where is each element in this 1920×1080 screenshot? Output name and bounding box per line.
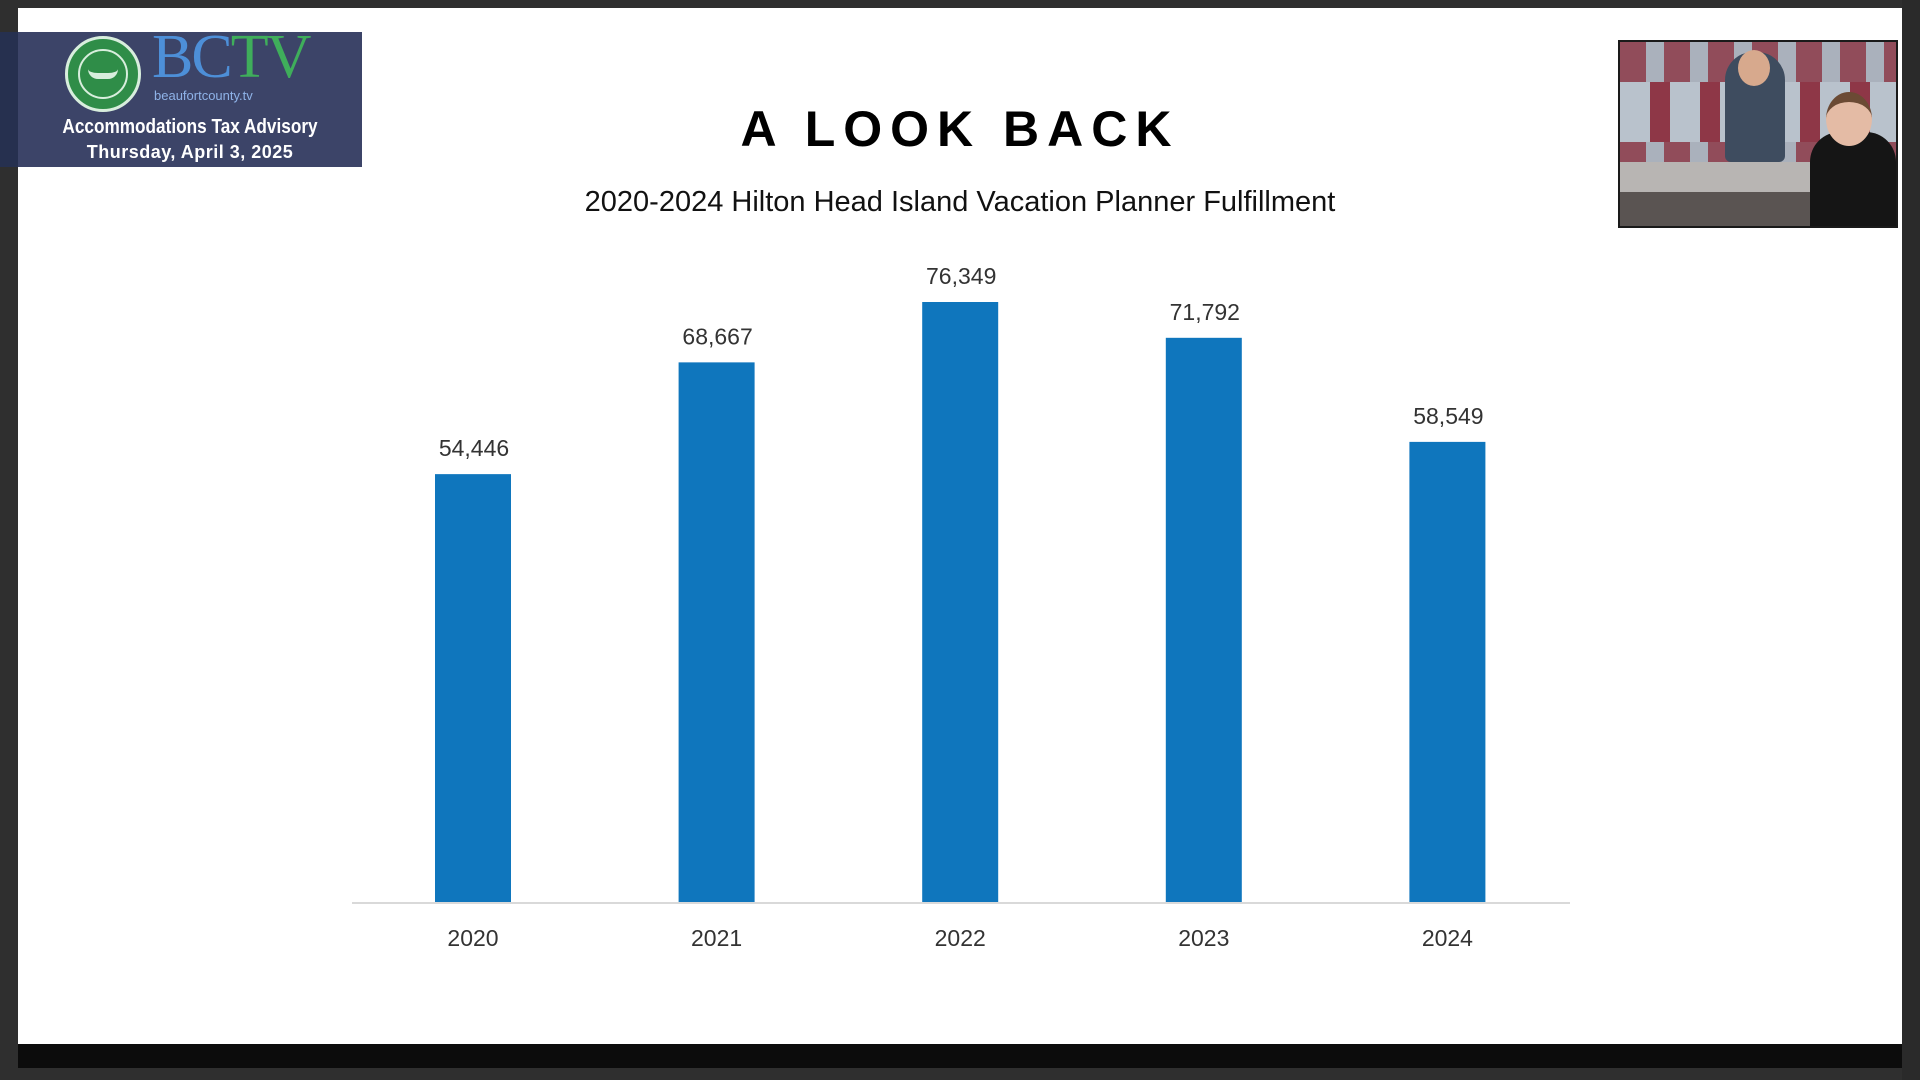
bottom-bar [18, 1044, 1902, 1068]
webcam-inset [1618, 40, 1898, 228]
broadcast-date: Thursday, April 3, 2025 [86, 142, 294, 162]
bar-2022 [922, 302, 999, 902]
chart-title: 2020-2024 Hilton Head Island Vacation Pl… [584, 186, 1336, 218]
broadcast-overlay: BCTV beaufortcounty.tv Accommodations Ta… [18, 26, 362, 167]
bctv-logo: BCTV [152, 23, 311, 91]
bctv-logo-subtitle: beaufortcounty.tv [154, 88, 253, 103]
slide-title: A LOOK BACK [740, 101, 1180, 157]
bar-2021 [678, 362, 755, 903]
county-seal-icon [65, 36, 141, 112]
overlay-shadow [0, 32, 18, 167]
x-tick-2022: 2022 [935, 925, 986, 951]
bar-2024 [1409, 441, 1486, 902]
data-label-2023: 71,792 [1170, 299, 1240, 325]
seal-ship-icon [88, 57, 118, 79]
speaker-head [1826, 92, 1872, 146]
data-label-2021: 68,667 [682, 323, 752, 349]
program-name: Accommodations Tax Advisory [62, 116, 318, 138]
bar-2023 [1165, 337, 1242, 902]
x-tick-2024: 2024 [1422, 925, 1473, 951]
x-tick-2020: 2020 [447, 925, 498, 951]
bar-2020 [435, 474, 511, 902]
seated-person-head [1738, 50, 1770, 86]
seal-ring [78, 49, 128, 99]
x-tick-2021: 2021 [691, 925, 742, 951]
data-label-2024: 58,549 [1413, 403, 1483, 429]
data-label-2022: 76,349 [926, 263, 996, 289]
speaker [1810, 132, 1896, 226]
right-edge [1902, 0, 1920, 1080]
x-tick-2023: 2023 [1178, 925, 1229, 951]
data-label-2020: 54,446 [439, 435, 509, 461]
